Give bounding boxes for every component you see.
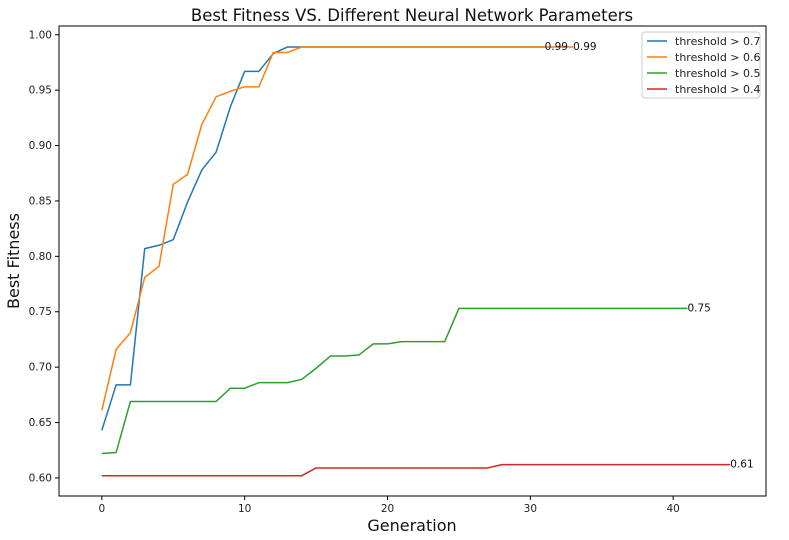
y-tick-label: 1.00 (29, 29, 52, 41)
plot-area-frame (58, 25, 767, 497)
series-line-2 (101, 46, 574, 411)
series-lines (101, 46, 731, 477)
legend-label-3: threshold > 0.5 (675, 67, 761, 80)
y-tick-label: 0.95 (29, 85, 52, 97)
series-end-label-1: 0.99 (545, 41, 568, 53)
x-tick-label: 30 (524, 503, 537, 515)
series-line-1 (101, 46, 545, 431)
y-tick-label: 0.65 (29, 417, 52, 429)
series-end-label-4: 0.61 (730, 459, 753, 471)
x-tick-label: 10 (238, 503, 251, 515)
series-end-label-3: 0.75 (687, 302, 710, 314)
end-labels: 0.99 0.99 0.75 0.61 (545, 41, 754, 471)
y-tick-label: 0.75 (29, 306, 52, 318)
series-line-3 (101, 307, 688, 455)
x-tick-label: 0 (99, 503, 106, 515)
legend-label-1: threshold > 0.7 (675, 35, 761, 48)
y-tick-label: 0.90 (29, 140, 52, 152)
y-axis-title: Best Fitness (4, 213, 23, 309)
x-axis: 0 10 20 30 40 (99, 496, 680, 515)
legend-label-4: threshold > 0.4 (675, 83, 761, 96)
y-tick-label: 0.85 (29, 195, 52, 207)
x-axis-title: Generation (367, 516, 456, 535)
y-tick-label: 0.80 (29, 251, 52, 263)
y-tick-label: 0.70 (29, 362, 52, 374)
x-tick-label: 20 (381, 503, 394, 515)
y-tick-label: 0.60 (29, 472, 52, 484)
y-axis: 0.60 0.65 0.70 0.75 0.80 0.85 0.90 0.95 1.00 (29, 29, 59, 484)
chart-title: Best Fitness VS. Different Neural Networ… (191, 6, 633, 25)
legend: threshold > 0.7 threshold > 0.6 threshold … (641, 31, 761, 99)
series-end-label-2: 0.99 (573, 41, 596, 53)
legend-label-2: threshold > 0.6 (675, 51, 761, 64)
legend-box (641, 31, 761, 99)
series-line-4 (101, 463, 731, 477)
x-tick-label: 40 (666, 503, 679, 515)
